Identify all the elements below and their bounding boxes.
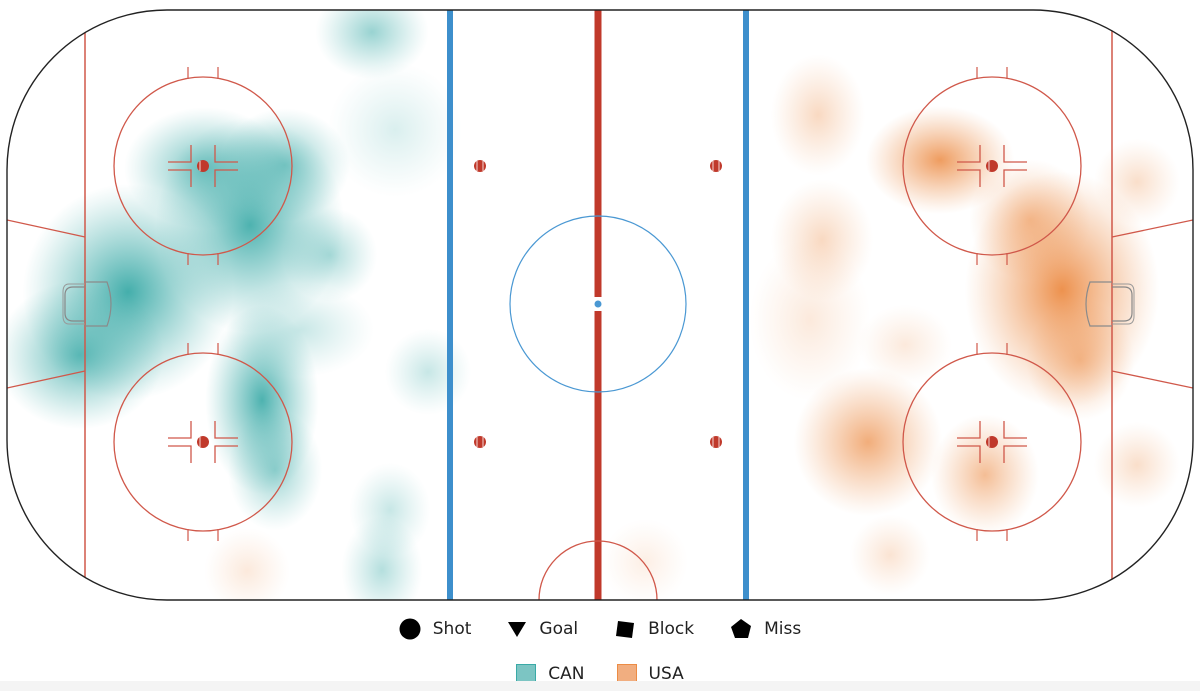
legend-item-can[interactable]: CAN	[516, 664, 585, 684]
legend-item-goal[interactable]: Goal	[507, 619, 578, 639]
legend-label: Miss	[764, 619, 802, 639]
pentagon-marker-icon	[731, 619, 752, 638]
shot-density-heatmap	[7, 10, 1181, 600]
rink-markings	[6, 9, 1194, 601]
circle-marker-icon	[399, 618, 421, 640]
legend-label: Goal	[539, 619, 579, 639]
footer-strip	[0, 681, 1200, 691]
triangle-down-marker-icon	[508, 622, 527, 637]
legend-label: Shot	[432, 619, 472, 639]
legend-item-usa[interactable]: USA	[616, 664, 684, 684]
legend-label: Block	[648, 619, 695, 639]
rotated-square-marker-icon	[616, 621, 635, 638]
legend-item-shot[interactable]: Shot	[399, 618, 472, 640]
hockey-rink-heatmap	[6, 9, 1194, 601]
legend-item-block[interactable]: Block	[614, 618, 694, 640]
legend-label: USA	[648, 664, 684, 684]
team-legend: CAN USA	[0, 659, 1200, 689]
event-type-legend: Shot Goal Block Miss	[0, 614, 1200, 644]
legend-item-miss[interactable]: Miss	[730, 618, 801, 640]
legend-label: CAN	[548, 664, 585, 684]
